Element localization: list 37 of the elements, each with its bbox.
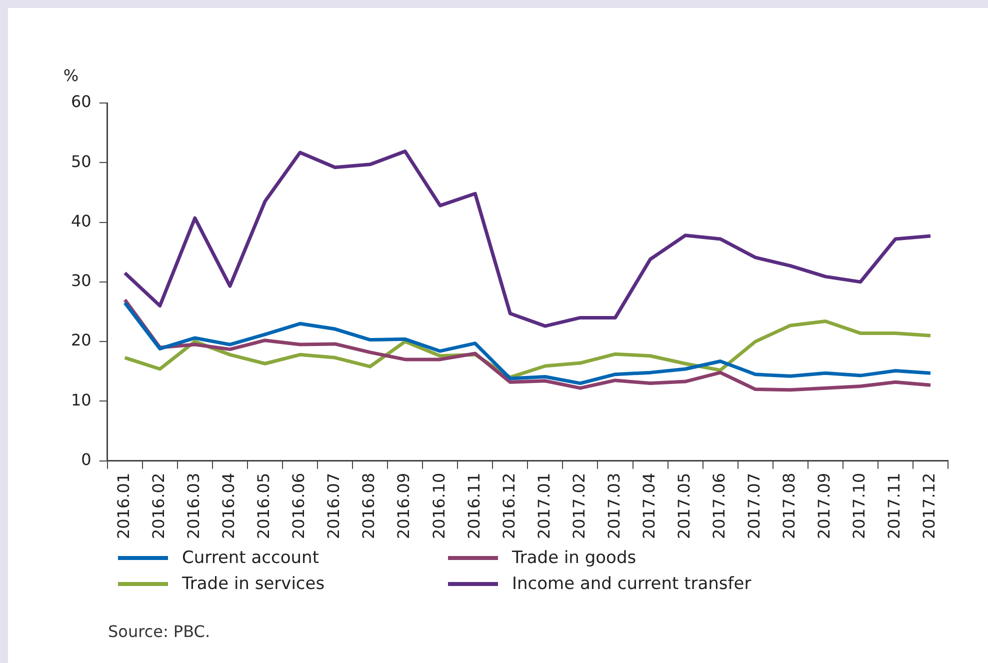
y-tick-label: 30 <box>71 271 92 290</box>
legend-label: Trade in goods <box>512 548 636 568</box>
x-tick-label: 2016.01 <box>114 472 134 540</box>
y-tick-label: 20 <box>71 330 92 350</box>
y-tick-label: 10 <box>71 390 92 410</box>
x-tick-label: 2016.04 <box>219 472 238 540</box>
source-note: Source: PBC. <box>108 622 210 641</box>
x-tick-label: 2017.08 <box>780 472 799 540</box>
x-tick-label: 2017.04 <box>639 472 658 540</box>
y-tick-label: 60 <box>71 92 92 112</box>
x-tick-label: 2017.02 <box>569 472 588 540</box>
y-tick-label: 0 <box>81 450 92 469</box>
x-tick-label: 2017.11 <box>884 472 904 540</box>
x-tick-label: 2016.06 <box>289 472 308 540</box>
y-tick-label: 50 <box>71 152 92 171</box>
x-tick-label: 2016.09 <box>394 472 414 540</box>
x-tick-label: 2016.08 <box>359 472 378 540</box>
x-tick-label: 2016.12 <box>499 472 518 540</box>
x-tick-label: 2016.11 <box>464 472 484 540</box>
x-tick-label: 2017.06 <box>709 472 728 540</box>
x-tick-label: 2016.05 <box>254 472 274 540</box>
x-tick-label: 2017.05 <box>674 472 694 540</box>
x-tick-label: 2017.01 <box>534 472 554 540</box>
x-tick-label: 2016.03 <box>184 472 204 540</box>
x-tick-label: 2017.03 <box>604 472 624 540</box>
legend-label: Current account <box>182 548 319 568</box>
legend-label: Income and current transfer <box>512 574 752 594</box>
x-tick-label: 2017.10 <box>850 472 869 540</box>
y-axis-title: % <box>63 66 79 86</box>
x-tick-label: 2017.09 <box>814 472 834 540</box>
x-tick-label: 2016.07 <box>324 472 344 540</box>
legend-label: Trade in services <box>182 574 325 594</box>
x-tick-label: 2016.10 <box>429 472 448 540</box>
x-tick-label: 2017.07 <box>744 472 764 540</box>
x-tick-label: 2017.12 <box>920 472 939 540</box>
y-tick-label: 40 <box>71 211 92 230</box>
x-tick-label: 2016.02 <box>149 472 168 540</box>
